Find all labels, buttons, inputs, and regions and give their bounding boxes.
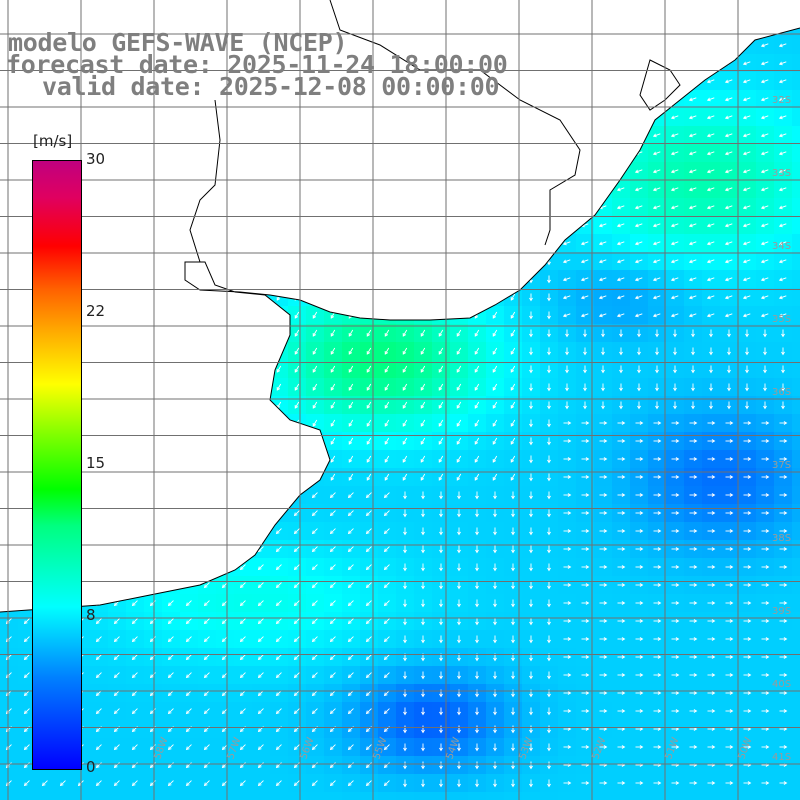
wind-cell	[792, 360, 800, 378]
wind-cell	[216, 792, 234, 800]
wind-cell	[792, 756, 800, 774]
wind-cell	[468, 792, 486, 800]
wind-cell	[288, 792, 306, 800]
wind-cell	[792, 396, 800, 414]
wind-cell	[792, 792, 800, 800]
wind-cell	[738, 792, 756, 800]
wind-cell	[792, 432, 800, 450]
wind-cell	[792, 558, 800, 576]
wind-cell	[792, 180, 800, 198]
wind-cell	[792, 594, 800, 612]
wind-cell	[792, 720, 800, 738]
wind-cell	[612, 792, 630, 800]
wind-cell	[792, 576, 800, 594]
wind-cell	[144, 792, 162, 800]
wind-cell	[792, 252, 800, 270]
wind-cell	[792, 126, 800, 144]
wind-cell	[486, 792, 504, 800]
wind-cell	[270, 792, 288, 800]
wind-cell	[792, 342, 800, 360]
wind-cell	[720, 792, 738, 800]
wind-cell	[702, 792, 720, 800]
wind-cell	[774, 792, 792, 800]
wind-cell	[792, 684, 800, 702]
wind-cell	[378, 792, 396, 800]
wind-cell	[432, 792, 450, 800]
wind-cell	[450, 792, 468, 800]
wind-cell	[792, 162, 800, 180]
wind-cell	[792, 234, 800, 252]
wind-cell	[792, 522, 800, 540]
wind-cell	[666, 792, 684, 800]
wind-cell	[792, 306, 800, 324]
wind-cell	[756, 792, 774, 800]
wind-cell	[180, 792, 198, 800]
wind-cell	[792, 414, 800, 432]
wind-cell	[630, 792, 648, 800]
wind-cell	[792, 288, 800, 306]
wind-cell	[342, 792, 360, 800]
wind-cell	[558, 792, 576, 800]
wind-cell	[252, 792, 270, 800]
wind-cell	[792, 378, 800, 396]
wind-cell	[792, 198, 800, 216]
wind-cell	[792, 468, 800, 486]
wind-cell	[792, 324, 800, 342]
wind-cell	[792, 612, 800, 630]
wind-cell	[792, 450, 800, 468]
wind-cell	[360, 792, 378, 800]
wind-cell	[162, 792, 180, 800]
wind-cell	[792, 774, 800, 792]
wind-cell	[108, 792, 126, 800]
wind-cell	[792, 648, 800, 666]
wind-cell	[792, 216, 800, 234]
wind-cell	[792, 90, 800, 108]
wind-cell	[234, 792, 252, 800]
wind-cell	[792, 738, 800, 756]
wind-cell	[324, 792, 342, 800]
wind-cell	[396, 792, 414, 800]
wind-cell	[792, 36, 800, 54]
wind-cell	[594, 792, 612, 800]
wind-cell	[540, 792, 558, 800]
wind-cell	[684, 792, 702, 800]
wind-cell	[414, 792, 432, 800]
wind-cell	[792, 504, 800, 522]
wind-cell	[306, 792, 324, 800]
wind-cell	[198, 792, 216, 800]
wind-cell	[792, 270, 800, 288]
wind-cell	[792, 540, 800, 558]
wind-cell	[792, 54, 800, 72]
wind-cell	[522, 792, 540, 800]
wind-cell	[126, 792, 144, 800]
wind-cell	[792, 144, 800, 162]
wind-cell	[648, 792, 666, 800]
wind-cell	[792, 702, 800, 720]
wind-cell	[792, 486, 800, 504]
wind-cell	[792, 630, 800, 648]
wind-cell	[792, 108, 800, 126]
wind-cell	[792, 666, 800, 684]
wind-cell	[792, 72, 800, 90]
wind-cell	[576, 792, 594, 800]
